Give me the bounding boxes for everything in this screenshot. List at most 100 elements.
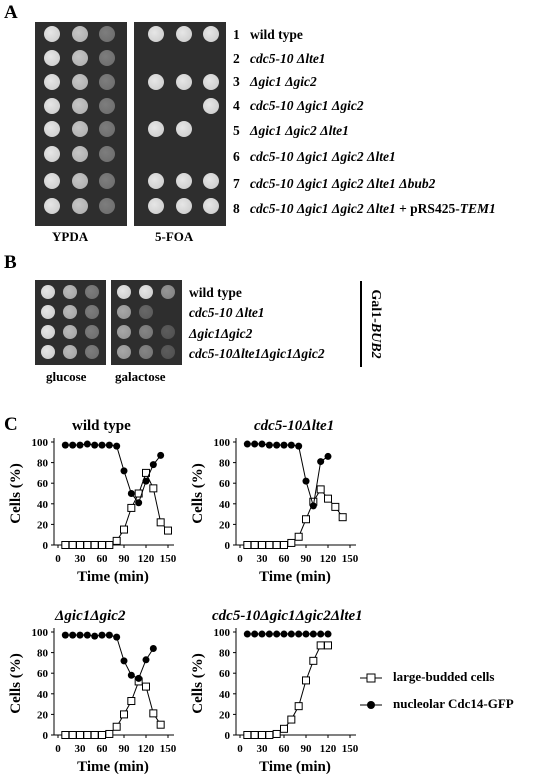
glucose-plate (35, 280, 106, 365)
strain-name: cdc5-10 Δgic1 Δgic2 Δlte1 Δbub2 (250, 176, 436, 191)
data-point-circle (120, 657, 128, 665)
strain-row-7: 7 cdc5-10 Δgic1 Δgic2 Δlte1 Δbub2 (233, 176, 435, 192)
data-point-circle (120, 467, 128, 475)
ypda-spot (99, 26, 115, 42)
x-tick-label: 30 (75, 553, 87, 565)
foa-label: 5-FOA (155, 229, 194, 244)
data-point-square (294, 702, 303, 711)
data-point-circle (302, 477, 310, 485)
data-point-circle (317, 458, 325, 466)
data-point-square (302, 515, 310, 524)
x-axis-label: Time (min) (77, 569, 149, 585)
data-point-circle (142, 477, 150, 485)
galactose-spot (161, 285, 175, 299)
data-point-square (149, 709, 158, 718)
galactose-spot (161, 345, 175, 359)
data-point-circle (265, 441, 273, 449)
ypda-spot (72, 173, 88, 189)
data-point-circle (69, 631, 77, 639)
strain-number: 6 (233, 149, 240, 164)
strain-name: wild type (250, 27, 303, 42)
ypda-label: YPDA (52, 229, 89, 244)
data-point-square (98, 541, 106, 549)
x-tick-label: 90 (301, 553, 313, 565)
strain-row-8: 8 cdc5-10 Δgic1 Δgic2 Δlte1 + pRS425-TEM1 (233, 201, 496, 217)
glucose-spot (63, 305, 77, 319)
y-tick-label: 60 (219, 478, 231, 490)
x-axis-label: Time (min) (259, 759, 331, 774)
x-axis-label: Time (min) (77, 759, 149, 774)
y-tick-label: 0 (225, 540, 231, 552)
glucose-label: glucose (46, 369, 87, 384)
y-tick-label: 40 (37, 689, 49, 701)
data-point-square (90, 541, 99, 549)
strain-number: 7 (233, 176, 240, 191)
legend-nucleolar-label: nucleolar Cdc14-GFP (393, 696, 514, 711)
data-point-square (127, 503, 136, 512)
legend-circle-marker (360, 701, 382, 709)
foa-spot (203, 26, 219, 42)
y-tick-label: 100 (214, 627, 231, 639)
strain-name: Δgic1 Δgic2 (250, 74, 317, 89)
ypda-spot (72, 50, 88, 66)
data-point-circle (113, 442, 121, 450)
x-tick-label: 30 (257, 553, 269, 565)
y-tick-label: 80 (37, 458, 49, 470)
ypda-spot (72, 146, 88, 162)
data-point-square (149, 484, 158, 493)
ypda-plate (35, 22, 127, 226)
ypda-spot (99, 121, 115, 137)
glucose-spot (85, 285, 99, 299)
strain-name: cdc5-10 Δgic1 Δgic2 Δlte1 (250, 149, 396, 164)
data-point-square (243, 731, 252, 739)
x-tick-label: 90 (119, 743, 131, 755)
data-point-square (280, 541, 288, 549)
data-point-circle (127, 671, 135, 679)
data-point-square (331, 502, 340, 511)
bub2-label-gene: BUB2 (368, 322, 383, 359)
legend-large-budded-label: large-budded cells (393, 669, 495, 684)
data-point-square (120, 710, 128, 719)
data-point-square (120, 525, 128, 534)
data-point-square (61, 731, 70, 739)
ypda-spot (44, 173, 60, 189)
data-point-square (83, 731, 92, 739)
galactose-spot (139, 285, 153, 299)
data-point-circle (258, 630, 266, 638)
data-point-square (83, 541, 92, 549)
data-point-circle (258, 440, 266, 448)
glucose-spot (41, 345, 55, 359)
ypda-spot (44, 198, 60, 214)
data-point-square (316, 641, 325, 650)
data-point-circle (149, 644, 157, 652)
legend-square-marker (360, 673, 382, 683)
galactose-spot (139, 345, 153, 359)
chart-title-gic1-gic2: Δgic1Δgic2 (55, 608, 126, 624)
ypda-spot (72, 98, 88, 114)
data-point-circle (135, 499, 143, 507)
data-point-circle (295, 630, 303, 638)
y-tick-label: 80 (219, 648, 231, 660)
strain-number: 5 (233, 123, 240, 138)
data-point-circle (76, 631, 84, 639)
data-point-circle (265, 630, 273, 638)
series-line (247, 644, 328, 736)
data-point-circle (149, 461, 157, 469)
galactose-spot (117, 325, 131, 339)
glucose-spot (41, 285, 55, 299)
strain-row-6: 6 cdc5-10 Δgic1 Δgic2 Δlte1 (233, 149, 396, 165)
x-tick-label: 60 (97, 553, 109, 565)
panel-c-letter: C (4, 414, 18, 435)
data-point-square (265, 541, 274, 549)
data-point-circle (91, 632, 99, 640)
glucose-spot (85, 325, 99, 339)
data-point-square (68, 541, 77, 549)
foa-spot (148, 198, 164, 214)
x-tick-label: 150 (342, 553, 359, 565)
data-point-square (105, 729, 114, 738)
y-tick-label: 60 (37, 668, 49, 680)
data-point-square (142, 468, 150, 477)
glucose-spot (63, 345, 77, 359)
data-point-circle (113, 633, 121, 641)
data-point-square (68, 731, 77, 739)
